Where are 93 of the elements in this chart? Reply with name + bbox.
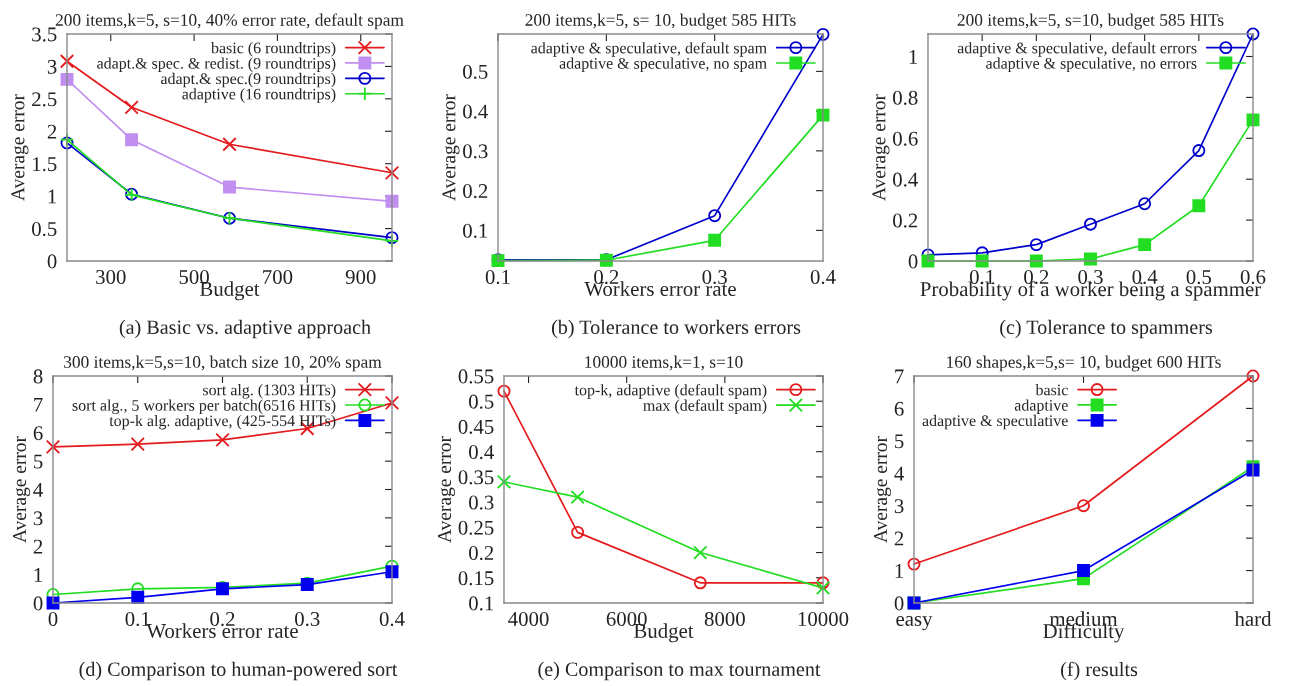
y-tick-label: 0.45 <box>458 419 494 434</box>
y-tick-label: 0.4 <box>463 104 488 119</box>
y-tick-label: 0.1 <box>469 596 494 611</box>
y-tick-label: 4 <box>33 483 43 497</box>
x-tick-label: 0.4 <box>379 611 405 627</box>
y-tick-label: 1 <box>895 564 904 578</box>
y-tick-label: 6 <box>894 401 904 416</box>
legend-label: adaptive & speculative <box>922 414 1068 430</box>
y-tick-label: 7 <box>895 369 904 384</box>
y-tick-label: 0 <box>47 254 57 269</box>
y-axis-title: Average error <box>13 436 31 543</box>
legend-label: top-k, adaptive (default spam) <box>574 383 767 399</box>
y-tick-label: 5 <box>34 454 43 469</box>
legend-label: sort alg. (1303 HITs) <box>203 384 336 399</box>
y-axis-title: Average error <box>11 94 29 201</box>
y-axis-title: Average error <box>872 94 890 201</box>
y-tick-label: 8 <box>33 369 43 384</box>
x-tick-label: easy <box>896 615 933 631</box>
y-axis-title: Average error <box>874 436 892 543</box>
y-tick-label: 0.2 <box>893 213 918 228</box>
y-tick-label: 3 <box>894 499 904 514</box>
y-tick-label: 0.8 <box>893 90 918 105</box>
y-tick-label: 0.3 <box>469 495 494 510</box>
chart-title: 300 items,k=5,s=10, batch size 10, 20% spam <box>64 355 382 372</box>
y-tick-label: 5 <box>895 434 904 449</box>
y-tick-label: 2 <box>33 539 43 554</box>
y-tick-label: 3 <box>33 511 43 526</box>
chart-title: 200 items,k=5, s=10, 40% error rate, default spam <box>55 13 404 30</box>
x-tick-label: 0.4 <box>810 269 836 285</box>
y-axis-title: Average error <box>438 436 456 543</box>
y-tick-label: 1 <box>48 189 57 204</box>
x-tick-label: 0.5 <box>1186 269 1212 285</box>
x-tick-label: 900 <box>345 269 376 284</box>
y-tick-label: 0.5 <box>469 394 494 409</box>
y-tick-label: 0.15 <box>458 571 494 586</box>
y-tick-label: 0 <box>908 254 918 269</box>
chart-title: 10000 items,k=1, s=10 <box>585 355 743 371</box>
text: (c) Tolerance to spammers <box>1000 319 1213 339</box>
y-tick-label: 2 <box>894 531 904 546</box>
x-tick-label: hard <box>1234 611 1272 626</box>
y-tick-label: 1.5 <box>33 157 57 172</box>
y-tick-label: 2.5 <box>32 92 57 107</box>
y-tick-label: 0 <box>894 596 904 611</box>
legend-label: basic <box>1035 384 1068 396</box>
y-tick-label: 0.5 <box>463 64 488 79</box>
y-tick-label: 0 <box>33 596 43 611</box>
legend-label: adaptive & speculative, default errors <box>957 41 1197 57</box>
y-tick-label: 0.5 <box>32 221 57 237</box>
y-axis-title: Average error <box>442 94 460 201</box>
y-tick-label: 0.35 <box>458 470 494 485</box>
text: (d) Comparison to human-powered sort <box>79 661 398 681</box>
y-tick-label: 0.2 <box>463 184 488 199</box>
y-tick-label: 0.55 <box>458 369 494 384</box>
text: (b) Tolerance to workers errors <box>551 319 801 339</box>
y-tick-label: 0.3 <box>463 144 488 159</box>
text: (a) Basic vs. adaptive approach <box>119 319 371 339</box>
legend-label: adaptive <box>1014 399 1068 414</box>
legend-label: adaptive (16 roundtrips) <box>182 88 336 103</box>
y-tick-label: 4 <box>894 466 904 481</box>
legend-label: adapt.& spec. & redist. (9 roundtrips) <box>97 57 336 72</box>
legend-label: basic (6 roundtrips) <box>211 42 336 57</box>
y-tick-label: 3.5 <box>32 27 57 42</box>
x-tick-label: 700 <box>263 269 293 284</box>
x-tick-label: 0.6 <box>1240 269 1266 285</box>
chart-title: 200 items,k=5, s= 10, budget 585 HITs <box>525 13 796 30</box>
legend-label: adaptive & speculative, no errors <box>986 57 1197 73</box>
y-tick-label: 0.6 <box>893 131 918 146</box>
text: (f) results <box>1061 661 1138 681</box>
x-tick-label: 0.3 <box>295 611 320 627</box>
y-tick-label: 0.4 <box>469 445 494 460</box>
y-tick-label: 6 <box>33 426 43 441</box>
x-tick-label: 0.1 <box>485 269 510 285</box>
x-tick-label: 8000 <box>704 611 745 626</box>
y-tick-label: 0.1 <box>463 223 488 238</box>
x-tick-label: 300 <box>96 269 126 284</box>
y-tick-label: 1 <box>34 568 43 582</box>
y-tick-label: 0.2 <box>469 545 494 561</box>
legend-label: max (default spam) <box>643 399 767 415</box>
x-tick-label: 10000 <box>798 611 849 626</box>
legend-label: adaptive & speculative, default spam <box>531 41 767 57</box>
y-tick-label: 0.4 <box>893 172 918 187</box>
legend-label: adapt.& spec.(9 roundtrips) <box>161 72 336 88</box>
chart-title: 200 items,k=5, s=10, budget 585 HITs <box>957 13 1224 30</box>
y-tick-label: 2 <box>47 124 57 139</box>
y-tick-label: 0.25 <box>458 520 494 535</box>
legend-label: adaptive & speculative, no spam <box>559 57 767 73</box>
legend-label: sort alg., 5 workers per batch(6516 HITs) <box>72 399 336 415</box>
x-tick-label: 4000 <box>508 611 549 626</box>
y-tick-label: 1 <box>909 49 918 64</box>
text: (e) Comparison to max tournament <box>538 661 821 681</box>
chart-title: 160 shapes,k=5,s= 10, budget 600 HITs <box>947 355 1221 372</box>
y-tick-label: 7 <box>34 397 43 412</box>
y-tick-label: 3 <box>47 59 57 74</box>
